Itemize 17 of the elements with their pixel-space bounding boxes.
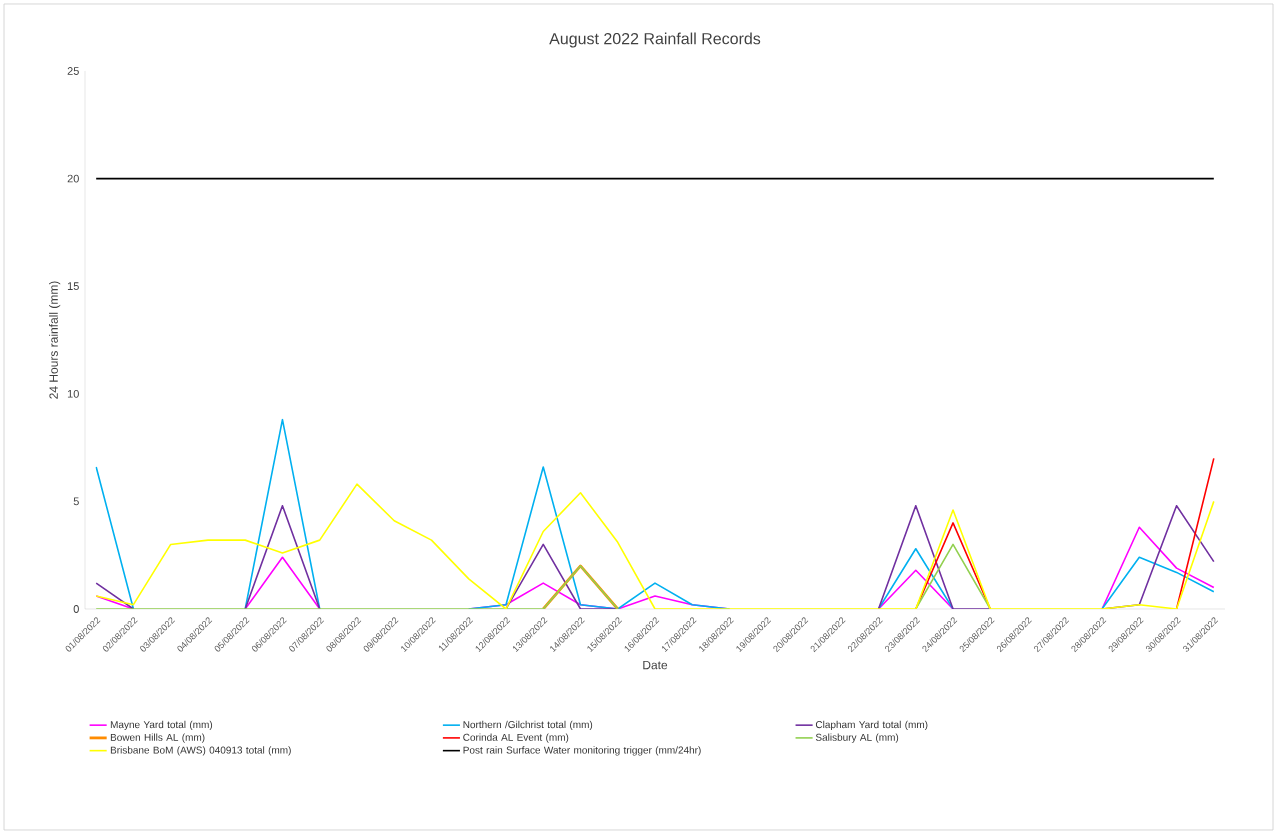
legend-label: Salisbury AL (mm) (815, 733, 899, 743)
y-tick-label: 5 (73, 497, 79, 506)
x-axis-title: Date (643, 660, 668, 670)
legend-label: Bowen Hills AL (mm) (110, 733, 205, 743)
legend-label: Post rain Surface Water monitoring trigger (mm/24hr) (463, 746, 701, 756)
legend-label: Clapham Yard total (mm) (815, 720, 928, 731)
legend-label: Brisbane BoM (AWS) 040913 total (mm) (110, 746, 291, 756)
legend-label: Northern /Gilchrist total (mm) (463, 720, 593, 731)
legend-label: Corinda AL Event (mm) (463, 733, 569, 743)
y-tick-label: 25 (67, 67, 79, 75)
y-axis-title: 24 Hours rainfall (mm) (49, 281, 61, 399)
y-tick-label: 20 (67, 174, 79, 183)
chart-title: August 2022 Rainfall Records (549, 32, 761, 48)
y-tick-label: 15 (67, 282, 79, 291)
y-tick-label: 0 (73, 605, 79, 613)
legend-label: Mayne Yard total (mm) (110, 720, 213, 731)
y-tick-label: 10 (67, 389, 79, 398)
